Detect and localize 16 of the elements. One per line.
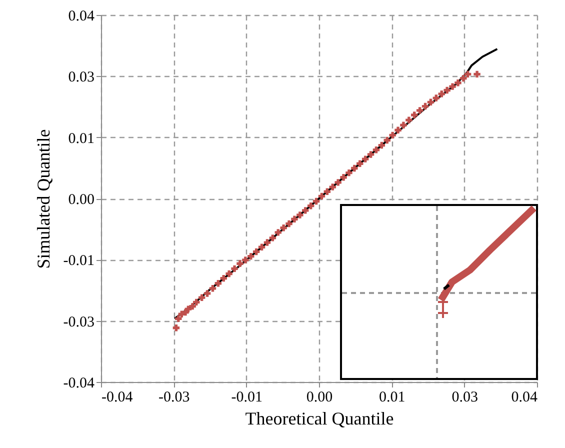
y-tick-label: 0.03 (68, 70, 94, 86)
x-tick-label: -0.04 (102, 390, 134, 406)
x-tick-label: 0.03 (452, 390, 478, 406)
y-tick-label: 0.00 (68, 192, 94, 208)
y-tick-label: 0.01 (68, 130, 94, 147)
y-tick-label: -0.04 (63, 376, 95, 392)
x-tick-label: -0.03 (158, 390, 190, 406)
x-tick-label: 0.00 (306, 390, 333, 406)
x-tick-label: 0.01 (379, 390, 406, 406)
y-tick-label: 0.04 (68, 8, 95, 24)
y-tick-label: -0.03 (63, 314, 94, 330)
x-tick-label: -0.01 (231, 390, 262, 406)
y-axis-title: Simulated Quantile (33, 129, 54, 269)
x-tick-label: 0.04 (511, 390, 538, 406)
y-tick-label: -0.01 (63, 253, 94, 270)
x-axis-title: Theoretical Quantile (245, 408, 394, 428)
